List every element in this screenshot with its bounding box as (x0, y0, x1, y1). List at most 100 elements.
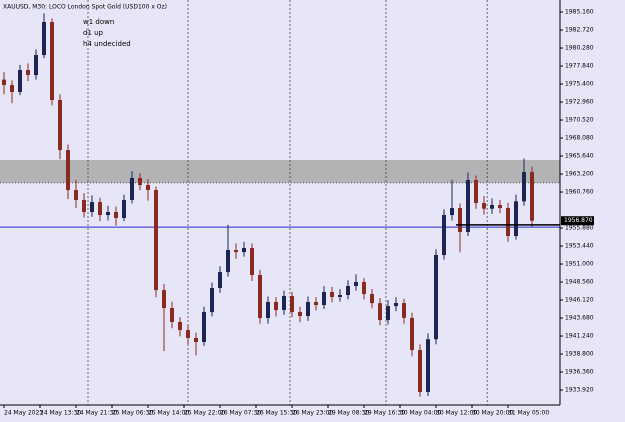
annotation: w1 down (83, 18, 114, 26)
y-tick-label: 1943.680 (565, 315, 594, 322)
candle-body (154, 190, 158, 291)
candle-body (114, 212, 118, 218)
price-label: 1956.870 (564, 217, 593, 224)
candle-body (90, 202, 94, 213)
candle-body (162, 290, 166, 309)
y-tick-label: 1953.440 (565, 243, 594, 250)
candle-body (138, 178, 142, 186)
candle-body (434, 255, 438, 340)
x-tick-label: 26 May 15:30 (256, 410, 297, 417)
candle-body (362, 282, 366, 295)
candle-body (234, 250, 238, 253)
candle-body (226, 250, 230, 273)
candle-body (530, 172, 534, 221)
candle-body (290, 296, 294, 313)
y-tick-label: 1941.240 (565, 333, 594, 340)
candle-body (34, 55, 38, 76)
candle-body (178, 322, 182, 331)
candle-body (522, 172, 526, 202)
y-tick-label: 1982.720 (565, 27, 594, 34)
candle-body (130, 178, 134, 200)
candle-body (18, 70, 22, 92)
candle-body (314, 302, 318, 306)
candle-body (66, 150, 70, 191)
candle-body (298, 312, 302, 317)
y-tick-label: 1951.000 (565, 261, 594, 268)
y-tick-label: 1972.960 (565, 99, 594, 106)
y-tick-label: 1948.560 (565, 279, 594, 286)
y-tick-label: 1938.800 (565, 351, 594, 358)
y-tick-label: 1975.400 (565, 81, 594, 88)
candle-body (274, 302, 278, 311)
candle-body (146, 185, 150, 191)
x-tick-label: 24 May 21:30 (76, 410, 117, 417)
candle-body (170, 308, 174, 323)
candle-body (490, 205, 494, 209)
candle-body (282, 296, 286, 311)
candle-body (194, 338, 198, 342)
candle-body (514, 201, 518, 236)
y-tick-label: 1946.120 (565, 297, 594, 304)
candle-body (106, 212, 110, 216)
candle-body (58, 100, 62, 151)
candle-body (210, 288, 214, 313)
candle-body (506, 208, 510, 236)
candle-body (458, 208, 462, 233)
x-tick-label: 25 May 06:30 (112, 410, 153, 417)
y-tick-label: 1955.880 (565, 225, 594, 232)
candle-body (74, 190, 78, 200)
candle-body (418, 350, 422, 393)
chart-title: XAUUSD, M30: LOCO London Spot Gold (USD1… (3, 4, 167, 11)
candle-body (426, 339, 430, 393)
candle-body (330, 292, 334, 297)
candle-body (378, 303, 382, 321)
candle-body (402, 303, 406, 318)
candle-body (410, 317, 414, 351)
y-tick-label: 1936.360 (565, 369, 594, 376)
candle-body (50, 22, 54, 101)
x-tick-label: 29 May 16:30 (364, 410, 405, 417)
candle-body (474, 180, 478, 204)
x-tick-label: 31 May 05:00 (508, 410, 549, 417)
candle-body (242, 248, 246, 253)
candle-body (322, 292, 326, 306)
candle-body (370, 294, 374, 304)
y-tick-label: 1933.920 (565, 387, 594, 394)
y-tick-label: 1980.280 (565, 45, 594, 52)
y-tick-label: 1960.760 (565, 189, 594, 196)
candle-body (202, 312, 206, 342)
x-tick-label: 24 May 13:30 (40, 410, 81, 417)
candle-body (122, 199, 126, 218)
x-tick-label: 24 May 2023 (4, 410, 43, 417)
y-tick-label: 1963.200 (565, 171, 594, 178)
x-tick-label: 25 May 14:00 (148, 410, 189, 417)
candle-body (42, 22, 46, 56)
candle-body (394, 303, 398, 307)
candle-body (186, 330, 190, 339)
candle-body (98, 202, 102, 216)
x-tick-label: 30 May 04:00 (400, 410, 441, 417)
candle-body (482, 203, 486, 209)
x-tick-label: 25 May 22:00 (184, 410, 225, 417)
candle-body (442, 215, 446, 256)
candle-body (466, 180, 470, 233)
y-tick-label: 1977.840 (565, 63, 594, 70)
annotation: d1 up (83, 29, 104, 37)
x-tick-label: 30 May 20:00 (472, 410, 513, 417)
x-tick-label: 29 May 08:30 (328, 410, 369, 417)
annotation: h4 undecided (83, 40, 131, 48)
y-tick-label: 1970.520 (565, 117, 594, 124)
candle-body (82, 199, 86, 213)
candle-body (26, 70, 30, 76)
y-tick-label: 1965.640 (565, 153, 594, 160)
y-tick-label: 1968.080 (565, 135, 594, 142)
x-tick-label: 30 May 12:00 (436, 410, 477, 417)
candle-body (338, 295, 342, 297)
x-tick-label: 26 May 23:00 (292, 410, 333, 417)
candle-body (498, 205, 502, 209)
candle-body (2, 79, 6, 86)
x-tick-label: 26 May 07:30 (220, 410, 261, 417)
price-label-box (561, 216, 594, 226)
